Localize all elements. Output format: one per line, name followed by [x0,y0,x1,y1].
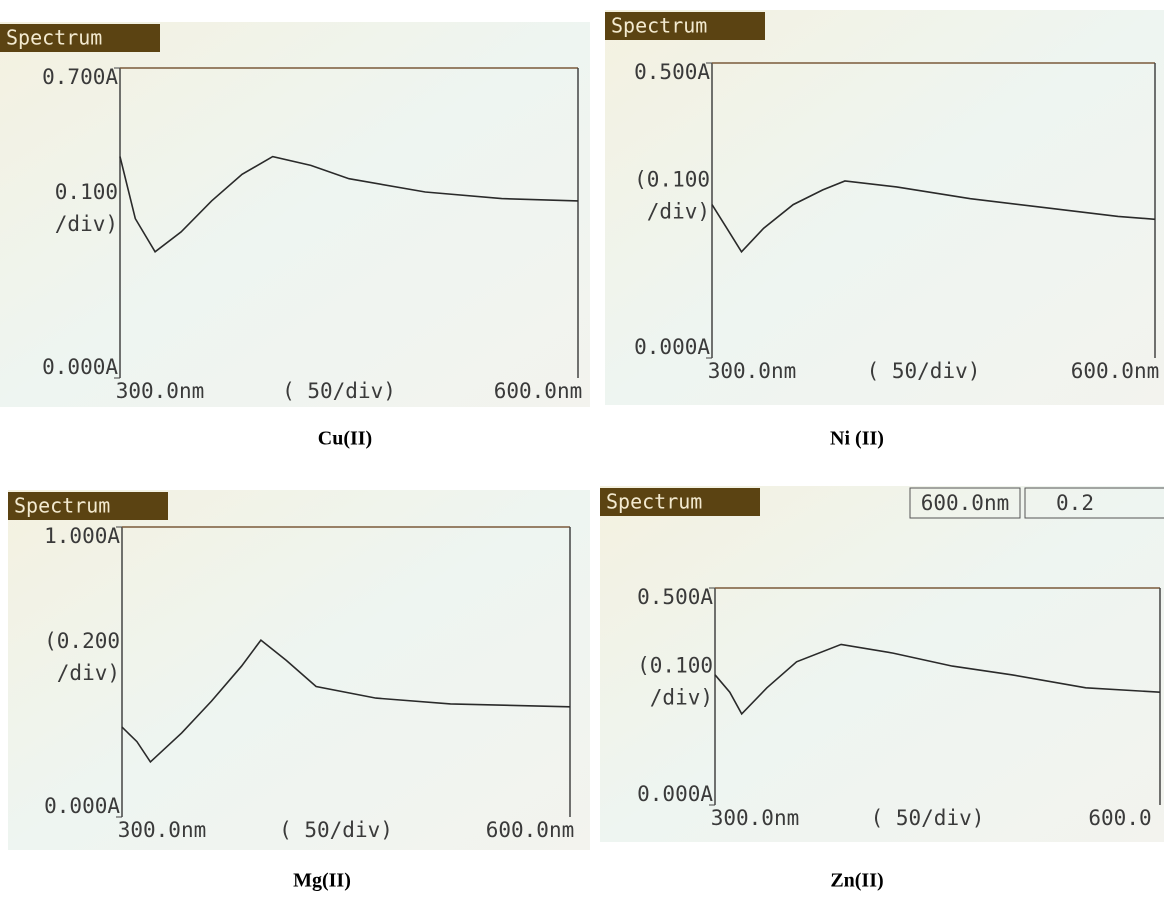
y-scale-label: 0.100 [55,180,118,204]
panel-title: Spectrum [6,26,102,50]
y-tick-label: 0.000A [637,782,713,806]
y-tick-label: 0.000A [44,794,120,818]
x-tick-label: 300.0nm [118,818,207,842]
y-scale-label: (0.200 [44,629,120,653]
y-scale-label: /div) [650,686,713,710]
readout-box [1024,487,1164,519]
screen [8,490,590,850]
readout-box [909,487,1021,519]
y-scale-label: (0.100 [637,654,713,678]
title-box [605,12,765,40]
caption: Cu(II) [318,428,372,450]
spectrum-line [119,155,579,253]
y-tick-label: 1.000A [44,524,120,548]
x-tick-label: 600.0nm [486,818,575,842]
y-tick-label: 0.000A [42,355,118,379]
y-scale-label: (0.100 [634,168,710,192]
y-tick-label: 0.000A [634,335,710,359]
spectrum-line [711,180,1156,254]
y-scale-label: /div) [57,661,120,685]
x-tick-label: 300.0nm [708,359,797,383]
spectrum-line [714,643,1161,716]
x-scale-label: ( 50/div) [867,359,981,383]
caption: Mg(II) [293,870,351,892]
panel-title: Spectrum [606,490,702,514]
spectrum-panel: Spectrum 0.000A 0.500A 300.0nm 600.0nm ( 50/d… [605,10,1164,405]
spectrum-panel: Spectrum 0.000A 1.000A 300.0nm 600.0nm ( 50/d… [8,490,590,850]
y-tick-label: 0.500A [637,585,713,609]
x-scale-label: ( 50/div) [282,379,396,403]
spectrum-panel: Spectrum 0.000A 0.700A 300.0nm 600.0nm ( 50/d… [0,22,590,407]
panel-title: Spectrum [611,14,707,38]
y-scale-label: /div) [55,212,118,236]
caption: Ni (II) [830,428,884,450]
screen [605,10,1164,405]
x-tick-label: 600.0 [1088,806,1151,830]
panel-title: Spectrum [14,494,110,518]
screen [0,22,590,407]
y-scale-label: /div) [647,200,710,224]
spectrum-line [121,638,571,764]
x-tick-label: 300.0nm [711,806,800,830]
screen [600,486,1164,842]
x-tick-label: 600.0nm [1071,359,1160,383]
readout: 0.2 [1056,491,1094,515]
caption: Zn(II) [830,870,883,892]
x-tick-label: 300.0nm [116,379,205,403]
y-tick-label: 0.500A [634,60,710,84]
title-box [0,24,160,52]
title-box [8,492,168,520]
y-tick-label: 0.700A [42,65,118,89]
x-scale-label: ( 50/div) [279,818,393,842]
title-box [600,488,760,516]
readout: 600.0nm [921,491,1010,515]
x-tick-label: 600.0nm [494,379,583,403]
x-scale-label: ( 50/div) [871,806,985,830]
spectrum-panel: Spectrum 0.000A 0.500A 300.0nm 600.0 ( 50/div… [600,486,1164,842]
